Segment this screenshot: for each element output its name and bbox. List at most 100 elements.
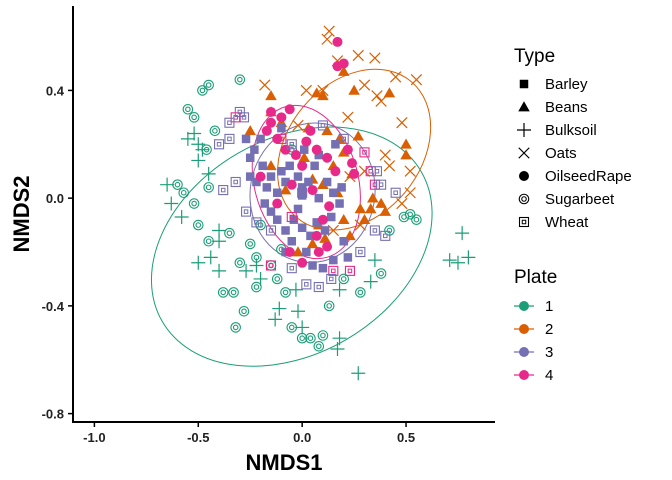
point-barley-plate-3: [289, 215, 299, 224]
point-oats-plate-2: [404, 165, 416, 177]
point-bulksoil-plate-1: [332, 282, 347, 297]
point-oilseedrape-plate-4: [311, 230, 322, 241]
point-sugarbeet-plate-1: [217, 287, 229, 298]
point-barley-plate-3: [337, 183, 346, 192]
legend-type-label: Barley: [545, 76, 588, 93]
point-oats-plate-2: [300, 84, 312, 97]
point-wheat-plate-4: [276, 133, 287, 144]
legend-plate-1: 1: [514, 298, 553, 315]
point-bulksoil-plate-1: [442, 253, 457, 268]
point-wheat-plate-3: [265, 225, 277, 236]
point-beans-plate-2: [367, 192, 379, 203]
y-tick-label: -0.8: [42, 407, 64, 422]
point-wheat-plate-3: [390, 187, 401, 198]
point-oilseedrape-plate-4: [261, 125, 272, 136]
point-oats-plate-2: [358, 79, 371, 91]
point-oilseedrape-plate-4: [284, 104, 295, 115]
point-beans-plate-2: [375, 197, 387, 208]
point-oats-plate-2: [327, 224, 340, 237]
point-sugarbeet-plate-1: [238, 305, 250, 317]
point-beans-plate-2: [337, 65, 350, 76]
point-oats-plate-2: [404, 187, 416, 199]
point-wheat-plate-3: [338, 133, 349, 144]
point-barley-plate-3: [306, 231, 315, 241]
point-wheat-plate-3: [241, 206, 252, 217]
point-sugarbeet-plate-1: [203, 79, 214, 91]
point-barley-plate-3: [293, 204, 303, 214]
point-barley-plate-3: [318, 263, 328, 273]
legend-type-beans: Beans: [518, 99, 588, 116]
point-bulksoil-plate-1: [191, 153, 206, 168]
point-beans-plate-2: [244, 125, 256, 136]
point-sugarbeet-plate-1: [230, 322, 241, 333]
point-oats-plate-2: [371, 90, 383, 102]
point-barley-plate-3: [322, 177, 332, 187]
point-oats-plate-2: [383, 160, 396, 172]
point-oilseedrape-plate-4: [311, 144, 322, 155]
point-barley-plate-3: [277, 123, 286, 133]
point-oilseedrape-plate-4: [317, 214, 328, 225]
point-barley-plate-3: [308, 261, 317, 270]
point-sugarbeet-plate-1: [182, 103, 194, 115]
y-tick-label: 0.4: [46, 83, 65, 98]
point-sugarbeet-plate-1: [234, 257, 246, 269]
point-beans-plate-2: [265, 160, 277, 171]
point-barley-plate-3: [331, 140, 340, 149]
point-barley-plate-3: [277, 166, 286, 176]
point-bulksoil-plate-1: [195, 142, 210, 157]
point-bulksoil-plate-1: [201, 166, 216, 181]
point-barley-plate-3: [250, 145, 259, 154]
legend-plate-label: 2: [545, 321, 553, 338]
point-sugarbeet-plate-1: [197, 85, 208, 96]
point-beans-plate-2: [337, 213, 350, 225]
point-oilseedrape-plate-4: [265, 117, 276, 128]
point-bulksoil-plate-1: [291, 304, 306, 319]
point-oilseedrape-plate-4: [349, 168, 360, 179]
point-beans-plate-2: [310, 87, 323, 98]
point-oats-plate-2: [410, 73, 423, 86]
point-wheat-plate-3: [380, 230, 391, 241]
point-oilseedrape-plate-4: [347, 158, 358, 169]
point-beans-plate-2: [306, 238, 319, 249]
point-barley-plate-3: [335, 199, 344, 208]
point-oilseedrape-plate-4: [342, 144, 353, 155]
point-sugarbeet-plate-1: [192, 219, 204, 231]
point-barley-plate-3: [326, 212, 336, 222]
point-barley-plate-3: [343, 253, 353, 262]
axes: [72, 6, 495, 423]
point-wheat-plate-3: [218, 185, 229, 196]
point-oilseedrape-plate-4: [330, 166, 341, 177]
point-sugarbeet-plate-1: [355, 287, 366, 298]
point-wheat-plate-4: [265, 260, 277, 271]
point-barley-plate-3: [272, 188, 282, 198]
x-tick-label: -0.5: [187, 430, 209, 445]
point-sugarbeet-plate-1: [203, 182, 214, 193]
point-barley-plate-3: [266, 207, 276, 216]
point-bulksoil-plate-1: [253, 271, 268, 286]
point-sugarbeet-plate-1: [201, 144, 212, 155]
point-sugarbeet-plate-1: [296, 332, 308, 344]
point-beans-plate-2: [379, 205, 392, 216]
legend-type-oilseedrape: OilseedRape: [519, 168, 632, 185]
point-wheat-plate-3: [238, 112, 250, 123]
point-barley-plate-3: [293, 172, 303, 181]
point-barley-plate-3: [245, 153, 255, 162]
point-barley-plate-3: [312, 218, 321, 227]
point-sugarbeet-plate-1: [305, 332, 316, 344]
point-bulksoil-plate-1: [203, 250, 218, 265]
point-sugarbeet-plate-1: [178, 187, 190, 199]
point-barley-plate-3: [256, 134, 265, 144]
point-bulksoil-plate-1: [268, 312, 283, 327]
point-sugarbeet-plate-1: [228, 287, 239, 298]
point-oilseedrape-plate-4: [332, 36, 343, 47]
point-sugarbeet-plate-1: [203, 235, 214, 247]
point-oats-plate-2: [323, 25, 335, 37]
point-sugarbeet-plate-1: [280, 287, 291, 298]
point-sugarbeet-plate-1: [338, 273, 350, 285]
point-oilseedrape-plate-4: [305, 125, 316, 136]
legend-plate-3: 3: [514, 344, 553, 361]
point-sugarbeet-plate-1: [172, 179, 183, 190]
point-oats-plate-2: [375, 95, 387, 107]
point-sugarbeet-plate-1: [209, 125, 221, 137]
point-beans-plate-2: [348, 84, 360, 95]
